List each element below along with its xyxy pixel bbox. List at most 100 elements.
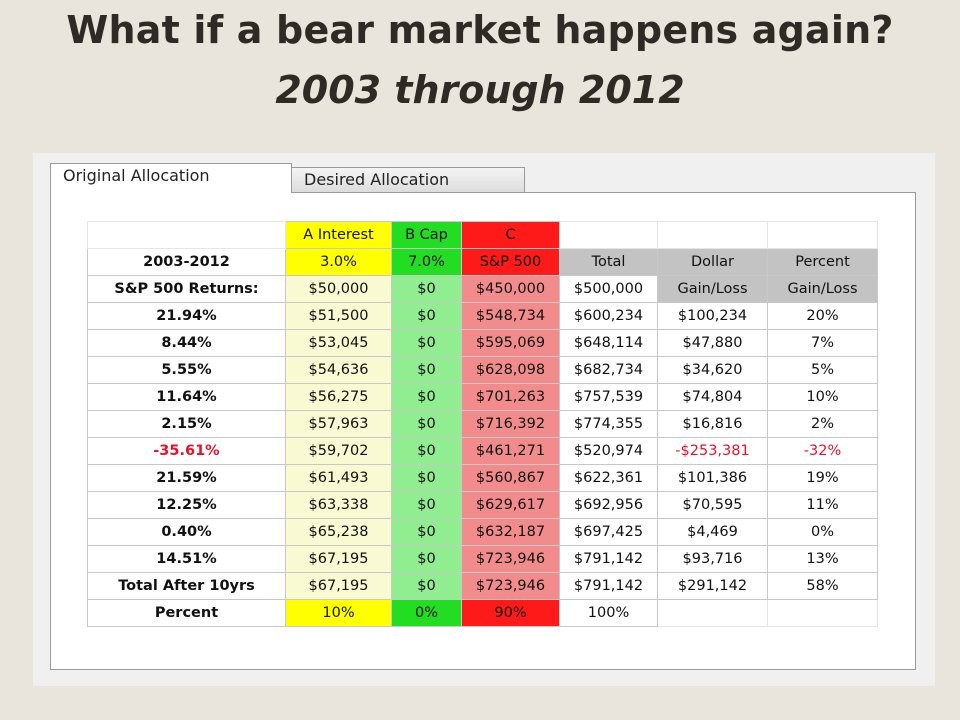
- total-cell: $697,425: [559, 518, 658, 546]
- header-row-start: S&P 500 Returns: $50,000 $0 $450,000 $50…: [87, 275, 878, 303]
- a-interest-cell: $57,963: [285, 410, 392, 438]
- header-cell: [559, 221, 658, 249]
- rate-c: S&P 500: [461, 248, 560, 276]
- dollar-gain-loss-cell: $93,716: [657, 545, 768, 573]
- dollar-gain-loss-cell: $34,620: [657, 356, 768, 384]
- header-cell: [87, 221, 286, 249]
- table-row: 11.64% $56,275 $0 $701,263 $757,539 $74,804 10…: [87, 383, 878, 411]
- c-sp500-cell: $628,098: [461, 356, 560, 384]
- total-cell: $757,539: [559, 383, 658, 411]
- b-cap-cell: $0: [391, 356, 462, 384]
- dollar-gain-loss-cell: $74,804: [657, 383, 768, 411]
- dollar-gain-loss-cell: $100,234: [657, 302, 768, 330]
- header-total: Total: [559, 248, 658, 276]
- header-dollar: Dollar: [657, 248, 768, 276]
- c-sp500-cell: $716,392: [461, 410, 560, 438]
- dollar-gain-loss-cell: $101,386: [657, 464, 768, 492]
- total-b: $0: [391, 572, 462, 600]
- header-row-rates: 2003-2012 3.0% 7.0% S&P 500 Total Dollar…: [87, 248, 878, 276]
- b-cap-cell: $0: [391, 518, 462, 546]
- b-cap-cell: $0: [391, 302, 462, 330]
- return-cell: 5.55%: [87, 356, 286, 384]
- total-cell: $692,956: [559, 491, 658, 519]
- percent-row: Percent 10% 0% 90% 100%: [87, 599, 878, 627]
- percent-total: 100%: [559, 599, 658, 627]
- a-interest-cell: $59,702: [285, 437, 392, 465]
- table-row: 12.25% $63,338 $0 $629,617 $692,956 $70,595 11…: [87, 491, 878, 519]
- slide-subtitle: 2003 through 2012: [275, 68, 685, 112]
- start-c: $450,000: [461, 275, 560, 303]
- b-cap-cell: $0: [391, 383, 462, 411]
- returns-label: S&P 500 Returns:: [87, 275, 286, 303]
- total-percent-gain: 58%: [767, 572, 878, 600]
- total-total: $791,142: [559, 572, 658, 600]
- dollar-gain-loss-cell: $47,880: [657, 329, 768, 357]
- total-dollar-gain: $291,142: [657, 572, 768, 600]
- percent-gain-loss-cell: -32%: [767, 437, 878, 465]
- percent-b: 0%: [391, 599, 462, 627]
- allocation-window: Original Allocation Desired Allocation A…: [33, 153, 935, 686]
- c-sp500-cell: $632,187: [461, 518, 560, 546]
- percent-gain-loss-cell: 0%: [767, 518, 878, 546]
- b-cap-cell: $0: [391, 545, 462, 573]
- tab-desired-allocation[interactable]: Desired Allocation: [291, 167, 525, 193]
- header-percent: Percent: [767, 248, 878, 276]
- total-cell: $682,734: [559, 356, 658, 384]
- table-row: 14.51% $67,195 $0 $723,946 $791,142 $93,716 13…: [87, 545, 878, 573]
- percent-empty: [657, 599, 768, 627]
- table-row: 21.59% $61,493 $0 $560,867 $622,361 $101,386 1…: [87, 464, 878, 492]
- percent-gain-loss-cell: 19%: [767, 464, 878, 492]
- a-interest-cell: $61,493: [285, 464, 392, 492]
- table-row: 5.55% $54,636 $0 $628,098 $682,734 $34,620 5%: [87, 356, 878, 384]
- header-cell: [767, 221, 878, 249]
- rate-a: 3.0%: [285, 248, 392, 276]
- table-row: 0.40% $65,238 $0 $632,187 $697,425 $4,469 0%: [87, 518, 878, 546]
- dollar-gain-loss-cell: $4,469: [657, 518, 768, 546]
- return-cell: 21.94%: [87, 302, 286, 330]
- c-sp500-cell: $629,617: [461, 491, 560, 519]
- return-cell: -35.61%: [87, 437, 286, 465]
- table-row: -35.61% $59,702 $0 $461,271 $520,974 -$253,38…: [87, 437, 878, 465]
- slide-title: What if a bear market happens again?: [66, 8, 894, 52]
- percent-gain-loss-cell: 13%: [767, 545, 878, 573]
- allocation-table: A Interest B Cap C 2003-2012 3.0% 7.0% S…: [87, 221, 878, 627]
- percent-gain-loss-cell: 10%: [767, 383, 878, 411]
- header-a-interest: A Interest: [285, 221, 392, 249]
- header-cell: [657, 221, 768, 249]
- tab-panel: A Interest B Cap C 2003-2012 3.0% 7.0% S…: [50, 192, 916, 670]
- a-interest-cell: $65,238: [285, 518, 392, 546]
- percent-gain-loss-cell: 7%: [767, 329, 878, 357]
- header-c: C: [461, 221, 560, 249]
- c-sp500-cell: $595,069: [461, 329, 560, 357]
- percent-c: 90%: [461, 599, 560, 627]
- table-row: 21.94% $51,500 $0 $548,734 $600,234 $100,234 2…: [87, 302, 878, 330]
- dollar-gain-loss-cell: $16,816: [657, 410, 768, 438]
- percent-label: Percent: [87, 599, 286, 627]
- start-a: $50,000: [285, 275, 392, 303]
- return-cell: 11.64%: [87, 383, 286, 411]
- percent-gain-loss-cell: 20%: [767, 302, 878, 330]
- b-cap-cell: $0: [391, 491, 462, 519]
- total-cell: $648,114: [559, 329, 658, 357]
- header-row-names: A Interest B Cap C: [87, 221, 878, 249]
- percent-gain-loss-cell: 2%: [767, 410, 878, 438]
- a-interest-cell: $51,500: [285, 302, 392, 330]
- total-cell: $622,361: [559, 464, 658, 492]
- header-gain-loss-dollar: Gain/Loss: [657, 275, 768, 303]
- header-gain-loss-percent: Gain/Loss: [767, 275, 878, 303]
- c-sp500-cell: $461,271: [461, 437, 560, 465]
- c-sp500-cell: $548,734: [461, 302, 560, 330]
- total-label: Total After 10yrs: [87, 572, 286, 600]
- return-cell: 0.40%: [87, 518, 286, 546]
- tab-original-allocation[interactable]: Original Allocation: [50, 163, 292, 193]
- b-cap-cell: $0: [391, 329, 462, 357]
- return-cell: 12.25%: [87, 491, 286, 519]
- table-row: 8.44% $53,045 $0 $595,069 $648,114 $47,880 7%: [87, 329, 878, 357]
- b-cap-cell: $0: [391, 410, 462, 438]
- percent-gain-loss-cell: 5%: [767, 356, 878, 384]
- c-sp500-cell: $701,263: [461, 383, 560, 411]
- return-cell: 8.44%: [87, 329, 286, 357]
- period-label: 2003-2012: [87, 248, 286, 276]
- dollar-gain-loss-cell: $70,595: [657, 491, 768, 519]
- total-cell: $520,974: [559, 437, 658, 465]
